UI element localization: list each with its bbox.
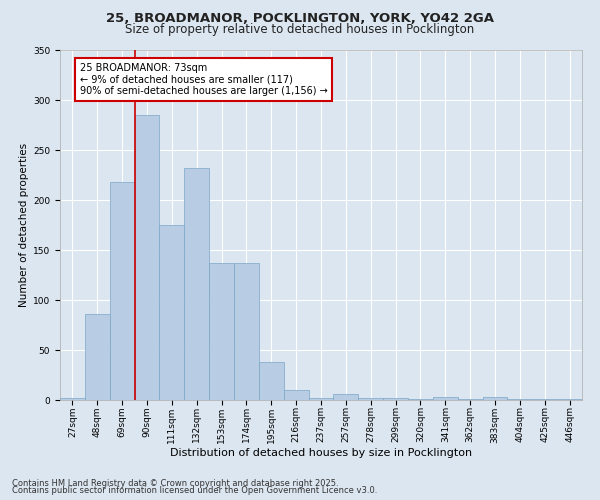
Bar (110, 182, 134, 400)
Bar (234, 263, 259, 400)
X-axis label: Distribution of detached houses by size in Pocklington: Distribution of detached houses by size … (170, 448, 472, 458)
Bar (184, 168, 209, 400)
Text: 25, BROADMANOR, POCKLINGTON, YORK, YO42 2GA: 25, BROADMANOR, POCKLINGTON, YORK, YO42 … (106, 12, 494, 26)
Bar (358, 398, 383, 400)
Bar (209, 263, 234, 400)
Bar (284, 390, 308, 400)
Bar (60, 398, 85, 400)
Y-axis label: Number of detached properties: Number of detached properties (19, 143, 29, 307)
Bar (557, 399, 582, 400)
Bar (160, 225, 184, 400)
Bar (508, 399, 532, 400)
Bar (383, 398, 408, 400)
Bar (532, 399, 557, 400)
Text: Contains public sector information licensed under the Open Government Licence v3: Contains public sector information licen… (12, 486, 377, 495)
Text: Contains HM Land Registry data © Crown copyright and database right 2025.: Contains HM Land Registry data © Crown c… (12, 478, 338, 488)
Bar (334, 394, 358, 400)
Bar (85, 314, 110, 400)
Bar (259, 362, 284, 400)
Bar (308, 398, 334, 400)
Text: 25 BROADMANOR: 73sqm
← 9% of detached houses are smaller (117)
90% of semi-detac: 25 BROADMANOR: 73sqm ← 9% of detached ho… (80, 63, 328, 96)
Text: Size of property relative to detached houses in Pocklington: Size of property relative to detached ho… (125, 22, 475, 36)
Bar (408, 399, 433, 400)
Bar (482, 397, 508, 400)
Bar (433, 397, 458, 400)
Bar (458, 399, 482, 400)
Bar (134, 115, 160, 400)
